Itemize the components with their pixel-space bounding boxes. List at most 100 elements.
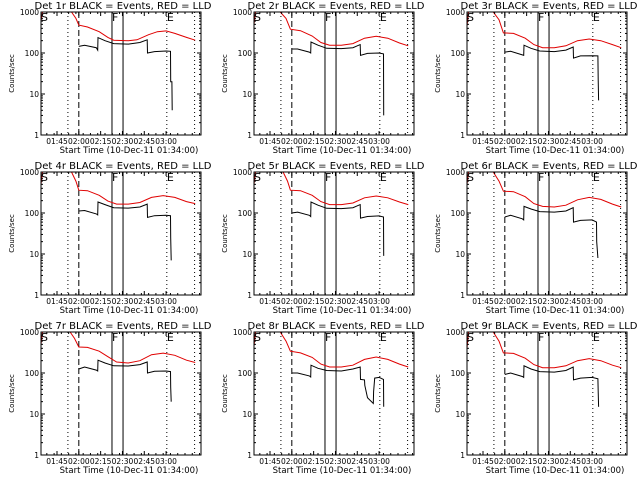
y-tick-label: 100	[238, 209, 253, 218]
marker-label-e: E	[593, 11, 600, 24]
x-tick-label: 02:00	[281, 457, 303, 466]
x-tick-label: 01:45	[259, 297, 281, 306]
marker-label-e: E	[380, 171, 387, 184]
events-series-line	[504, 205, 599, 259]
marker-label-e: E	[593, 331, 600, 344]
plot-frame	[466, 331, 628, 456]
y-tick-label: 1000	[233, 168, 252, 177]
y-tick-label: 1	[34, 451, 39, 460]
series-group	[41, 172, 196, 261]
marker-label-f: F	[538, 331, 544, 344]
y-axis-label: Counts/sec	[221, 374, 229, 413]
x-tick-label: 01:45	[472, 137, 494, 146]
plot-frame	[253, 11, 415, 136]
plot-frame	[253, 171, 415, 296]
events-series-line	[291, 364, 385, 407]
x-axis-label: Start Time (10-Dec-11 01:34:00)	[273, 146, 412, 156]
y-tick-label: 1000	[20, 168, 39, 177]
x-tick-label: 02:15	[516, 457, 538, 466]
marker-label-s: S	[467, 171, 474, 184]
plot-frame	[466, 11, 628, 136]
series-group	[467, 172, 622, 259]
marker-lines	[280, 172, 409, 295]
marker-label-f: F	[538, 11, 544, 24]
x-tick-label: 02:15	[303, 457, 325, 466]
y-tick-label: 1000	[233, 8, 252, 17]
x-axis-label: Start Time (10-Dec-11 01:34:00)	[60, 466, 199, 476]
x-tick-label: 03:00	[581, 457, 603, 466]
y-tick-label: 1	[34, 291, 39, 300]
x-tick-label: 02:00	[494, 457, 516, 466]
plot-frame	[40, 11, 202, 136]
y-axis-label: Counts/sec	[8, 374, 16, 413]
x-tick-label: 02:15	[303, 297, 325, 306]
series-group	[41, 332, 196, 402]
events-series-line	[78, 359, 172, 402]
y-axis-label: Counts/sec	[221, 214, 229, 253]
lld-series-line	[254, 12, 409, 47]
series-group	[467, 332, 622, 407]
events-series-line	[291, 201, 385, 256]
marker-lines	[67, 12, 196, 135]
marker-label-f: F	[112, 11, 118, 24]
y-axis-label: Counts/sec	[8, 54, 16, 93]
marker-label-e: E	[380, 11, 387, 24]
x-axis-label: Start Time (10-Dec-11 01:34:00)	[486, 146, 625, 156]
x-axis-label: Start Time (10-Dec-11 01:34:00)	[273, 306, 412, 316]
marker-label-f: F	[538, 171, 544, 184]
series-group	[467, 12, 622, 101]
x-tick-label: 03:00	[155, 137, 177, 146]
y-tick-label: 100	[451, 209, 466, 218]
panel-title: Det 4r BLACK = Events, RED = LLD	[35, 161, 212, 172]
marker-label-s: S	[254, 331, 261, 344]
y-tick-label: 1	[460, 131, 465, 140]
marker-label-s: S	[254, 171, 261, 184]
x-tick-label: 01:45	[46, 297, 68, 306]
x-tick-label: 02:30	[325, 137, 347, 146]
y-tick-label: 10	[29, 250, 39, 259]
marker-label-s: S	[467, 11, 474, 24]
lld-series-line	[254, 332, 409, 368]
x-tick-label: 02:30	[538, 297, 560, 306]
x-tick-label: 02:45	[559, 297, 581, 306]
marker-label-e: E	[167, 331, 174, 344]
y-tick-label: 1000	[20, 8, 39, 17]
y-tick-label: 1	[247, 451, 252, 460]
x-tick-label: 02:45	[346, 137, 368, 146]
x-tick-label: 02:15	[303, 137, 325, 146]
y-tick-label: 100	[451, 369, 466, 378]
marker-label-s: S	[41, 171, 48, 184]
x-tick-label: 02:30	[325, 297, 347, 306]
marker-lines	[280, 332, 409, 455]
y-axis-label: Counts/sec	[221, 54, 229, 93]
plot-frame	[253, 331, 415, 456]
y-tick-label: 100	[451, 49, 466, 58]
x-axis-label: Start Time (10-Dec-11 01:34:00)	[60, 146, 199, 156]
y-tick-label: 10	[455, 90, 465, 99]
events-series-line	[291, 41, 385, 116]
marker-lines	[67, 172, 196, 295]
marker-label-f: F	[325, 11, 331, 24]
lld-series-line	[467, 332, 622, 369]
y-tick-label: 1	[247, 291, 252, 300]
x-tick-label: 02:45	[559, 137, 581, 146]
plot-frame	[466, 171, 628, 296]
x-tick-label: 03:00	[581, 297, 603, 306]
panel-title: Det 6r BLACK = Events, RED = LLD	[461, 161, 638, 172]
x-tick-label: 02:45	[133, 297, 155, 306]
series-group	[254, 172, 409, 256]
x-tick-label: 02:45	[133, 457, 155, 466]
y-axis-label: Counts/sec	[434, 374, 442, 413]
panel-title: Det 9r BLACK = Events, RED = LLD	[461, 321, 638, 332]
x-tick-label: 02:30	[538, 137, 560, 146]
y-tick-label: 1000	[446, 168, 465, 177]
events-series-line	[78, 201, 172, 261]
panel-title: Det 7r BLACK = Events, RED = LLD	[35, 321, 212, 332]
x-tick-label: 02:15	[90, 297, 112, 306]
x-tick-label: 01:45	[472, 297, 494, 306]
